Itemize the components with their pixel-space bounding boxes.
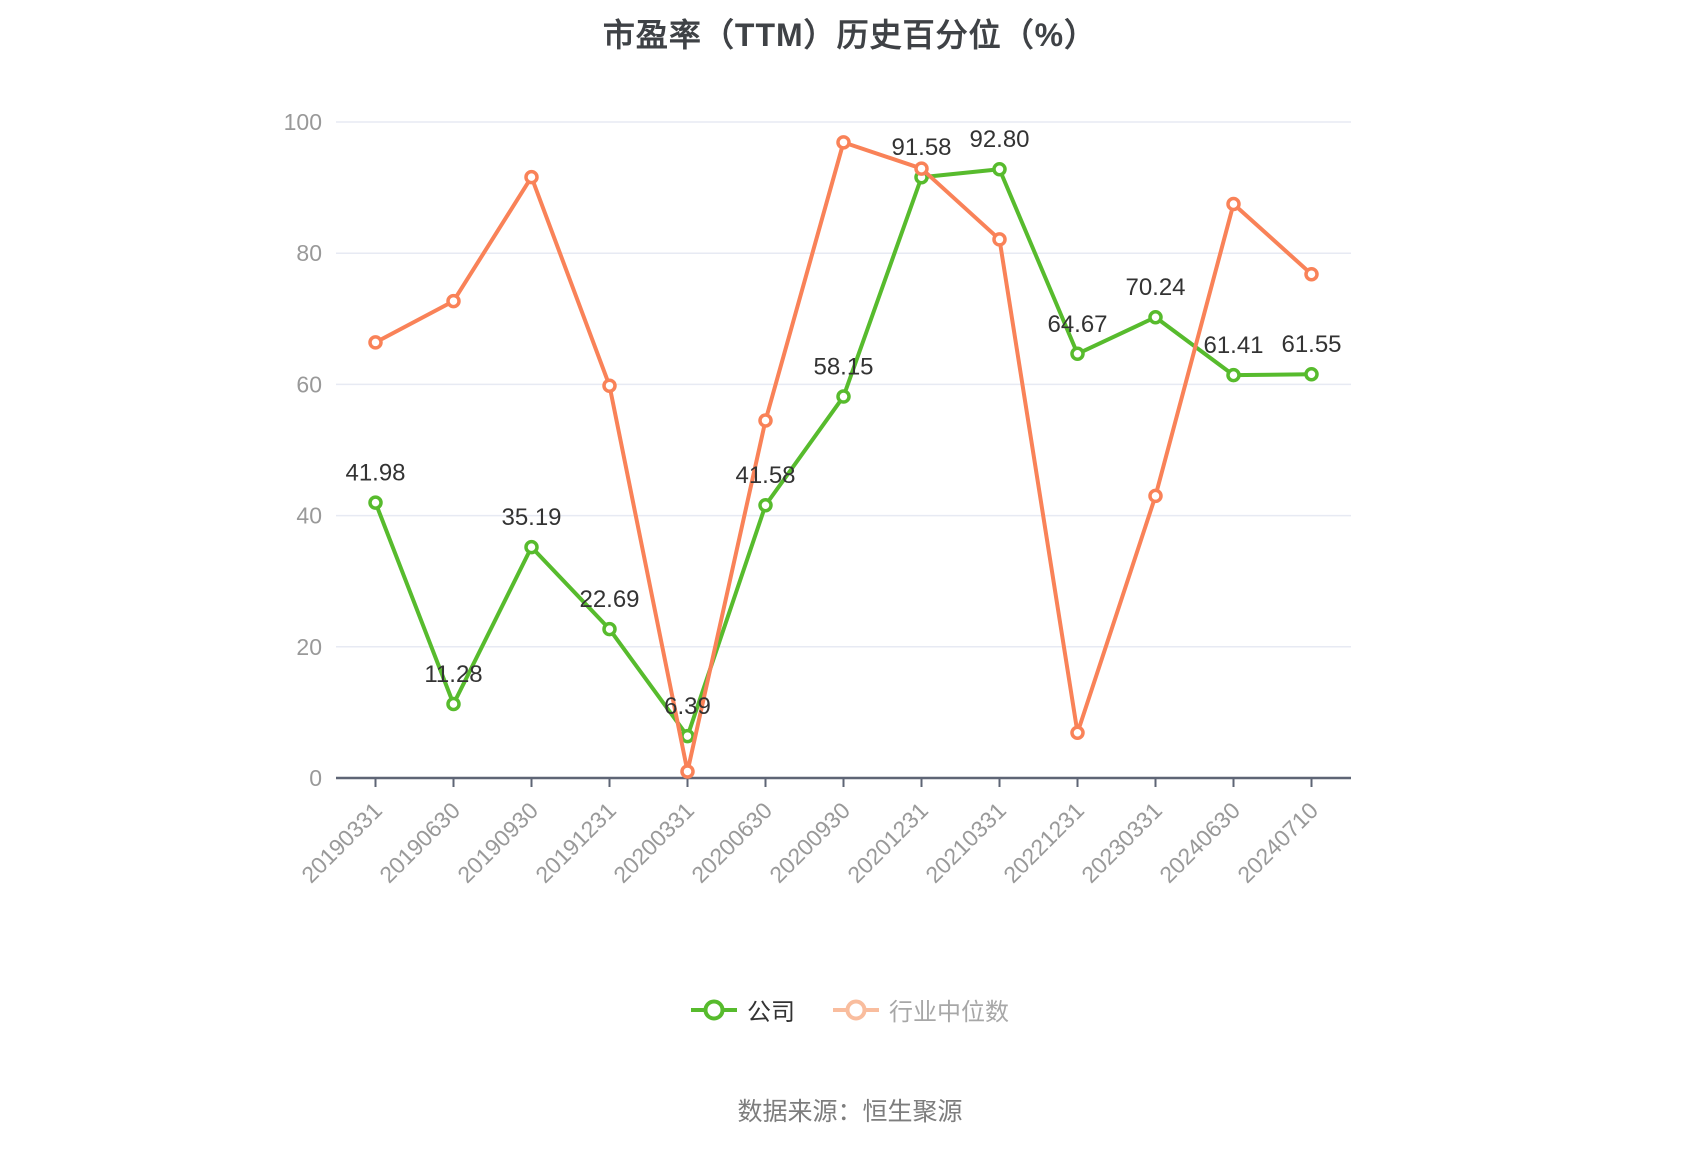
data-point-行业中位数 bbox=[602, 378, 617, 393]
data-point-行业中位数 bbox=[524, 169, 539, 185]
data-point-公司 bbox=[368, 495, 383, 510]
data-point-行业中位数 bbox=[1148, 488, 1163, 504]
x-axis-tick-label: 20221231 bbox=[998, 797, 1089, 888]
series-line-行业中位数 bbox=[373, 140, 1314, 774]
data-point-公司 bbox=[680, 728, 695, 744]
company-series-marker-icon bbox=[691, 999, 737, 1020]
x-axis-tick-label: 20240710 bbox=[1232, 797, 1323, 888]
data-point-行业中位数 bbox=[1226, 196, 1241, 212]
data-point-label: 6.39 bbox=[664, 693, 711, 720]
legend-item-industry-median[interactable]: 行业中位数 bbox=[833, 992, 1009, 1027]
y-axis-tick-label: 0 bbox=[309, 765, 322, 791]
y-axis-tick-label: 80 bbox=[296, 240, 322, 266]
data-point-label: 61.55 bbox=[1281, 331, 1341, 358]
data-point-行业中位数 bbox=[1070, 725, 1085, 740]
data-point-label: 41.98 bbox=[345, 460, 405, 487]
data-point-行业中位数 bbox=[836, 135, 851, 150]
y-axis-tick-label: 100 bbox=[284, 109, 322, 135]
chart-legend: 公司 行业中位数 bbox=[0, 992, 1700, 1027]
data-point-行业中位数 bbox=[446, 293, 461, 309]
data-point-公司 bbox=[1226, 367, 1241, 383]
data-point-label: 35.19 bbox=[501, 504, 561, 531]
legend-label-company: 公司 bbox=[747, 999, 795, 1026]
x-axis-tick-label: 20190930 bbox=[452, 797, 543, 888]
data-point-label: 64.67 bbox=[1047, 311, 1107, 338]
x-axis-tick-label: 20191231 bbox=[530, 797, 621, 888]
y-axis-tick-label: 20 bbox=[296, 634, 322, 660]
x-axis-tick-label: 20200630 bbox=[686, 797, 777, 888]
chart-title: 市盈率（TTM）历史百分位（%） bbox=[602, 17, 1098, 53]
data-point-行业中位数 bbox=[1304, 266, 1319, 282]
data-point-公司 bbox=[758, 497, 773, 513]
x-axis-tick-label: 20200930 bbox=[764, 797, 855, 888]
data-point-公司 bbox=[602, 621, 617, 637]
x-axis-tick-label: 20230331 bbox=[1076, 797, 1167, 888]
data-point-行业中位数 bbox=[914, 161, 929, 176]
data-point-公司 bbox=[1070, 346, 1085, 362]
legend-item-company[interactable]: 公司 bbox=[691, 992, 795, 1027]
data-point-label: 61.41 bbox=[1203, 332, 1263, 359]
data-point-label: 70.24 bbox=[1125, 274, 1185, 301]
data-point-label: 41.58 bbox=[735, 462, 795, 489]
data-point-公司 bbox=[446, 696, 461, 712]
data-point-label: 91.58 bbox=[891, 134, 951, 161]
data-point-公司 bbox=[1148, 309, 1163, 325]
industry-series-marker-icon bbox=[833, 999, 879, 1020]
data-source-note: 数据来源：恒生聚源 bbox=[737, 1098, 963, 1126]
x-axis-tick-label: 20240630 bbox=[1154, 797, 1245, 888]
series-line-公司 bbox=[373, 167, 1314, 739]
y-axis-tick-label: 40 bbox=[296, 503, 322, 529]
data-point-行业中位数 bbox=[368, 335, 383, 350]
x-axis-tick-label: 20190331 bbox=[296, 797, 387, 888]
data-point-公司 bbox=[836, 389, 851, 404]
data-point-行业中位数 bbox=[992, 232, 1007, 247]
data-point-公司 bbox=[524, 539, 539, 555]
data-point-label: 58.15 bbox=[813, 354, 873, 381]
data-point-行业中位数 bbox=[680, 764, 695, 779]
line-chart-canvas: 0 20 40 60 80 100 2019033120190630201909302019… bbox=[284, 109, 1351, 888]
data-point-label: 22.69 bbox=[579, 586, 639, 613]
data-point-行业中位数 bbox=[758, 413, 773, 428]
legend-label-industry-median: 行业中位数 bbox=[889, 999, 1009, 1026]
x-axis-tick-label: 20210331 bbox=[920, 797, 1011, 888]
y-axis-tick-label: 60 bbox=[296, 371, 322, 397]
x-axis-tick-label: 20200331 bbox=[608, 797, 699, 888]
data-point-label: 11.28 bbox=[424, 661, 482, 688]
x-axis-tick-label: 20201231 bbox=[842, 797, 933, 888]
data-point-label: 92.80 bbox=[969, 126, 1029, 153]
data-point-公司 bbox=[1304, 366, 1319, 382]
data-point-公司 bbox=[992, 161, 1007, 177]
x-axis-tick-label: 20190630 bbox=[374, 797, 465, 888]
